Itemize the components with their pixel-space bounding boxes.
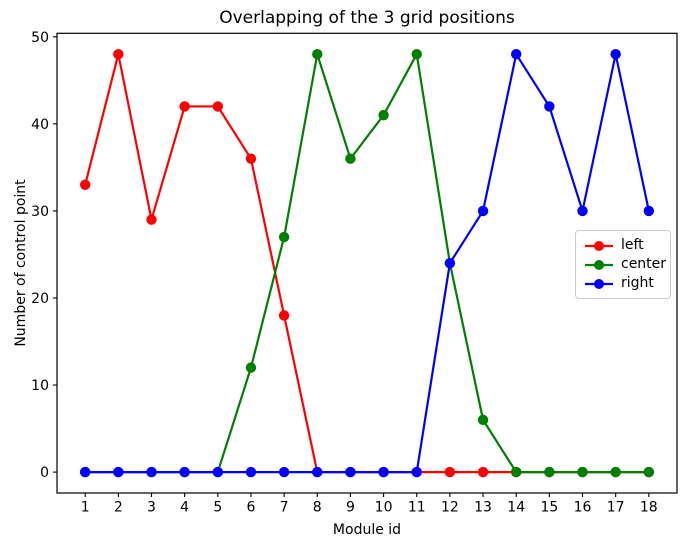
x-tick-label: 1 xyxy=(81,500,90,516)
series-marker-left xyxy=(245,153,257,164)
series-line-right xyxy=(85,53,650,474)
series-marker-center xyxy=(577,466,588,478)
series-marker-left xyxy=(278,310,290,321)
x-tick-label: 3 xyxy=(147,500,156,516)
legend-sample-center xyxy=(585,259,613,270)
series-marker-right xyxy=(79,466,91,478)
series-marker-right xyxy=(411,466,422,478)
x-tick-label: 15 xyxy=(540,500,558,516)
x-tick-label: 18 xyxy=(640,500,658,516)
series-marker-center xyxy=(278,231,290,243)
series-marker-center xyxy=(610,466,621,478)
legend-item-left: left xyxy=(584,236,662,255)
x-tick-label: 10 xyxy=(375,500,393,516)
y-tick-label: 10 xyxy=(31,378,49,394)
series-marker-left xyxy=(113,48,124,60)
x-tick-label: 4 xyxy=(180,500,189,516)
series-marker-left xyxy=(444,466,456,478)
series-marker-right xyxy=(610,48,621,60)
series-marker-right xyxy=(146,466,157,478)
series-marker-right xyxy=(179,466,190,478)
y-tick-label: 50 xyxy=(31,30,49,46)
x-tick-label: 11 xyxy=(408,500,426,516)
legend-label-center: center xyxy=(621,256,667,272)
series-marker-center xyxy=(411,48,422,60)
series-marker-right xyxy=(643,205,655,217)
series-marker-center xyxy=(345,153,356,164)
series-marker-right xyxy=(577,205,588,217)
series-marker-right xyxy=(113,466,124,478)
series-marker-right xyxy=(544,101,555,112)
series-marker-center xyxy=(378,109,389,121)
y-tick-label: 30 xyxy=(31,204,49,220)
series-marker-center xyxy=(245,362,257,373)
x-tick-label: 8 xyxy=(313,500,322,516)
series-marker-right xyxy=(212,466,224,478)
x-tick-label: 16 xyxy=(574,500,592,516)
x-tick-label: 12 xyxy=(441,500,459,516)
series-marker-right xyxy=(245,466,257,478)
series-marker-left xyxy=(477,466,489,478)
series-marker-right xyxy=(477,205,489,217)
x-axis-label: Module id xyxy=(332,522,402,538)
y-tick-label: 40 xyxy=(31,117,49,133)
series-marker-center xyxy=(312,48,323,60)
series-marker-right xyxy=(378,466,389,478)
x-tick-label: 13 xyxy=(474,500,492,516)
legend-sample-right xyxy=(585,278,613,289)
series-marker-right xyxy=(444,257,456,269)
x-tick-label: 14 xyxy=(507,500,525,516)
x-tick-label: 9 xyxy=(346,500,355,516)
series-marker-center xyxy=(643,466,655,478)
legend-sample-left xyxy=(585,240,613,251)
x-tick-label: 5 xyxy=(213,500,222,516)
series-marker-right xyxy=(345,466,356,478)
series-marker-left xyxy=(212,101,224,112)
chart-title: Overlapping of the 3 grid positions xyxy=(219,8,515,28)
legend-label-left: left xyxy=(621,237,644,253)
legend: left center right xyxy=(575,230,671,299)
x-tick-label: 2 xyxy=(114,500,123,516)
legend-item-right: right xyxy=(584,274,662,293)
series-marker-center xyxy=(510,466,522,478)
series-marker-left xyxy=(146,214,157,225)
y-tick-label: 0 xyxy=(40,465,49,481)
x-tick-label: 17 xyxy=(607,500,625,516)
series-marker-right xyxy=(510,48,522,60)
series-marker-left xyxy=(79,179,91,190)
legend-label-right: right xyxy=(621,275,654,291)
series-marker-right xyxy=(312,466,323,478)
legend-item-center: center xyxy=(584,255,666,274)
axes-frame xyxy=(56,32,678,494)
series-marker-center xyxy=(477,414,489,426)
series-marker-center xyxy=(544,466,555,478)
series-marker-left xyxy=(179,101,190,112)
x-tick-label: 6 xyxy=(246,500,255,516)
y-tick-label: 20 xyxy=(31,291,49,307)
series-marker-right xyxy=(278,466,290,478)
x-tick-label: 7 xyxy=(280,500,289,516)
